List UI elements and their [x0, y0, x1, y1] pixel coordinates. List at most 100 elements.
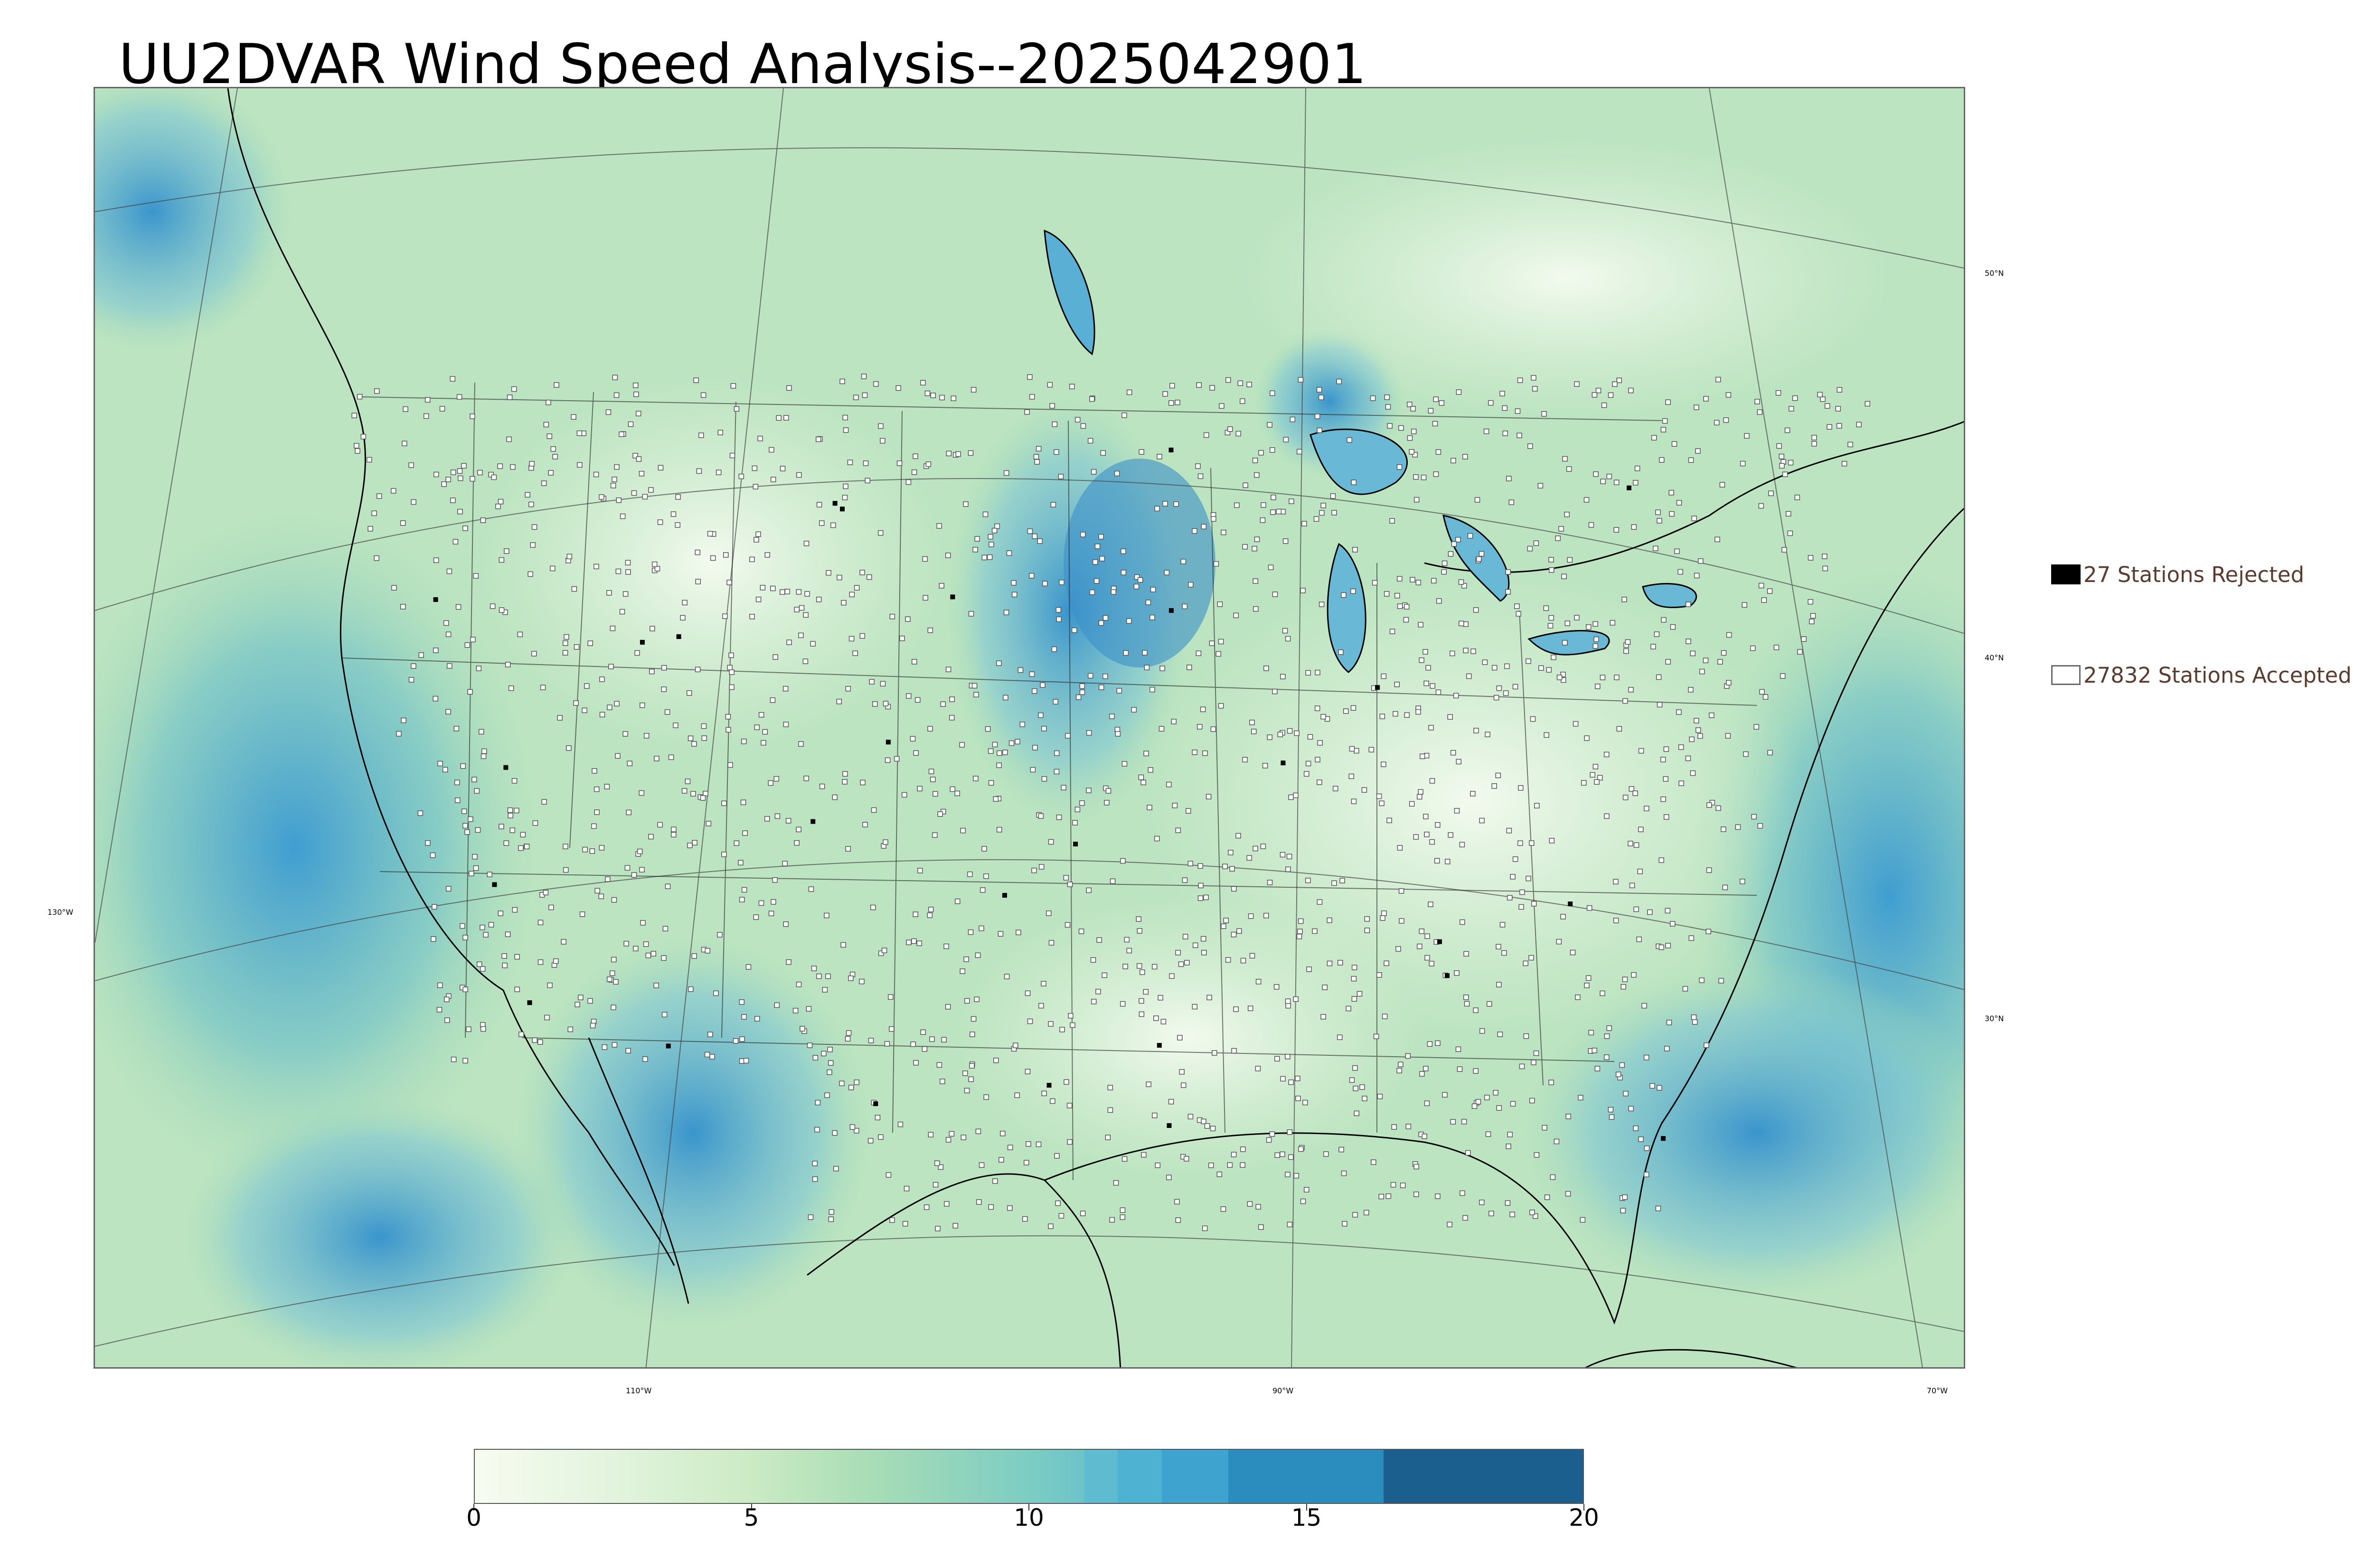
station-accepted	[1632, 790, 1638, 796]
station-accepted	[840, 942, 846, 948]
station-accepted	[1471, 1103, 1478, 1109]
station-accepted	[968, 450, 974, 456]
station-accepted	[1247, 1201, 1253, 1207]
station-accepted	[1544, 1194, 1550, 1200]
station-accepted	[1282, 628, 1288, 634]
station-accepted	[1450, 1119, 1456, 1125]
station-accepted	[1719, 482, 1725, 488]
station-accepted	[566, 745, 572, 751]
station-accepted	[991, 527, 998, 534]
station-accepted	[480, 517, 486, 523]
station-accepted	[1027, 528, 1033, 534]
station-accepted	[1251, 729, 1257, 734]
station-accepted	[950, 786, 956, 792]
station-accepted	[780, 466, 786, 471]
station-accepted	[1192, 528, 1197, 534]
station-accepted	[1254, 472, 1260, 478]
station-accepted	[1493, 695, 1499, 701]
station-accepted	[552, 454, 558, 460]
station-accepted	[1138, 774, 1144, 780]
station-accepted	[658, 465, 664, 471]
station-accepted	[1479, 551, 1485, 557]
station-accepted	[1542, 1125, 1547, 1131]
station-accepted	[1115, 731, 1121, 737]
station-accepted	[1459, 842, 1465, 847]
station-accepted	[1221, 529, 1226, 535]
station-accepted	[1342, 1221, 1347, 1227]
station-accepted	[802, 658, 809, 664]
station-accepted	[1824, 403, 1830, 409]
station-accepted	[1706, 867, 1712, 873]
station-rejected	[1168, 608, 1174, 613]
station-accepted	[573, 700, 579, 706]
station-accepted	[939, 583, 944, 589]
station-accepted	[1507, 1132, 1513, 1137]
station-accepted	[1120, 1214, 1126, 1220]
station-accepted	[988, 780, 994, 786]
station-accepted	[739, 897, 745, 902]
station-accepted	[1124, 937, 1130, 943]
station-rejected	[676, 634, 681, 639]
station-accepted	[1267, 734, 1272, 740]
station-accepted	[1000, 1130, 1006, 1136]
station-accepted	[1715, 376, 1721, 383]
station-accepted	[1288, 1154, 1294, 1160]
lon-label-110w: 110°W	[626, 1386, 652, 1395]
station-accepted	[1451, 541, 1457, 547]
station-accepted	[476, 666, 482, 671]
station-accepted	[1246, 382, 1252, 387]
station-accepted	[547, 982, 553, 988]
station-accepted	[1349, 746, 1355, 752]
station-accepted	[1820, 396, 1826, 402]
station-accepted	[640, 702, 645, 708]
station-accepted	[457, 508, 463, 515]
station-accepted	[1327, 917, 1332, 923]
station-accepted	[1071, 627, 1077, 633]
station-accepted	[762, 729, 768, 735]
station-accepted	[1050, 502, 1056, 507]
station-accepted	[598, 893, 604, 899]
station-accepted	[1285, 998, 1291, 1004]
station-accepted	[602, 1044, 608, 1050]
station-accepted	[1175, 827, 1181, 833]
station-accepted	[1643, 1172, 1649, 1177]
station-accepted	[749, 614, 755, 620]
station-accepted	[1228, 850, 1234, 855]
station-accepted	[815, 436, 821, 442]
station-accepted	[1283, 437, 1289, 442]
station-accepted	[1319, 601, 1325, 607]
station-accepted	[1255, 979, 1262, 985]
station-accepted	[1663, 776, 1669, 782]
station-accepted	[1507, 895, 1513, 901]
station-accepted	[1297, 449, 1302, 455]
station-accepted	[972, 546, 978, 553]
station-accepted	[1517, 840, 1523, 846]
station-accepted	[625, 569, 631, 575]
station-accepted	[480, 1026, 486, 1032]
station-accepted	[1757, 823, 1763, 829]
station-accepted	[930, 393, 936, 398]
station-accepted	[1197, 473, 1204, 479]
wind-speed-map[interactable]	[94, 87, 1965, 1369]
station-accepted	[839, 378, 845, 385]
station-accepted	[1603, 751, 1610, 758]
station-accepted	[1419, 753, 1425, 760]
station-accepted	[1179, 1069, 1185, 1075]
station-accepted	[1187, 665, 1192, 670]
station-accepted	[1693, 718, 1699, 723]
station-accepted	[934, 1160, 940, 1166]
station-accepted	[1690, 770, 1696, 776]
station-accepted	[1149, 614, 1155, 620]
station-accepted	[1623, 648, 1629, 654]
station-accepted	[1413, 834, 1419, 840]
colorbar-tick-2	[1028, 1504, 1029, 1511]
station-accepted	[1378, 1193, 1385, 1200]
station-accepted	[1669, 511, 1675, 517]
station-accepted	[1336, 378, 1342, 385]
station-accepted	[1463, 648, 1469, 654]
station-accepted	[1464, 1001, 1470, 1007]
station-accepted	[930, 777, 936, 782]
station-accepted	[1435, 689, 1441, 695]
station-accepted	[1570, 949, 1576, 956]
station-accepted	[1080, 1211, 1086, 1216]
